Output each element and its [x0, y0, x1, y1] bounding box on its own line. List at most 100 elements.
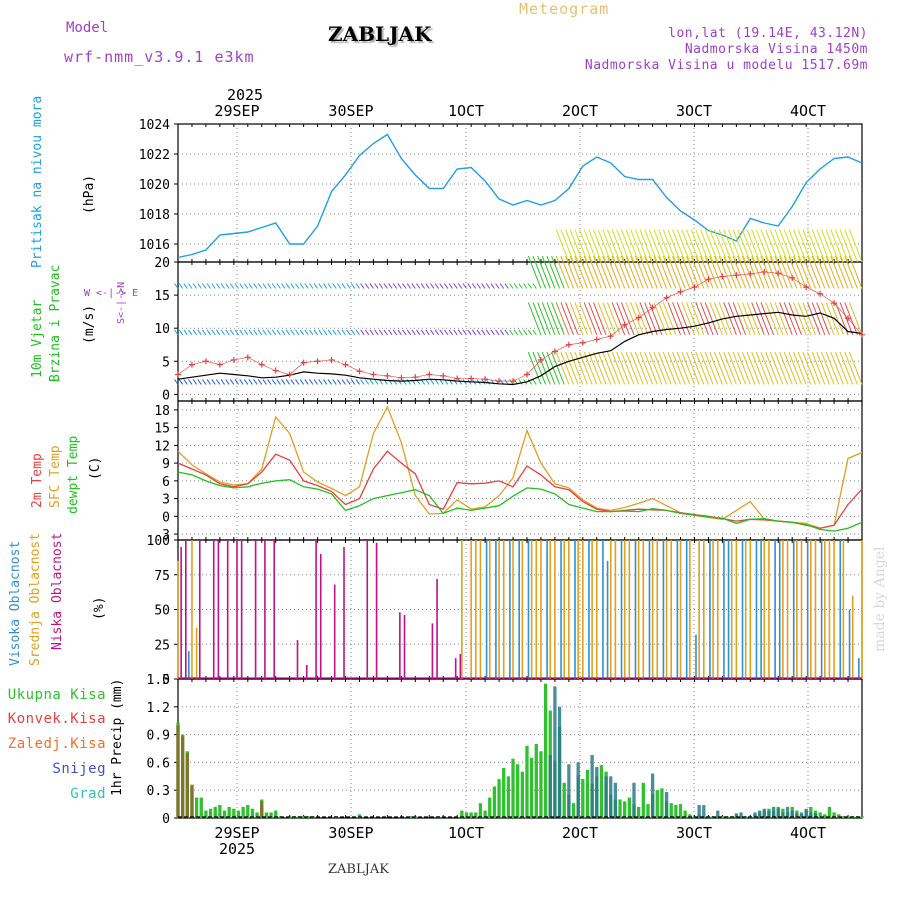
- snow-bar: [697, 805, 701, 818]
- wind-barb: [774, 302, 789, 335]
- wind-barb: [369, 283, 374, 289]
- wind-barb: [839, 351, 854, 385]
- wind-barb: [346, 329, 351, 336]
- snow-bar: [809, 812, 813, 818]
- wind-barb: [788, 255, 802, 289]
- wind-barb: [174, 329, 179, 336]
- wind-gust-marker: [859, 331, 865, 338]
- wind-barb: [327, 283, 332, 289]
- wind-barb: [741, 351, 756, 385]
- wind-barb: [588, 255, 602, 289]
- wind-barb: [602, 302, 616, 335]
- wind-barb: [662, 255, 677, 289]
- wind-barb: [555, 351, 570, 385]
- wind-barb: [630, 351, 644, 385]
- wind-barb: [420, 329, 426, 336]
- wind-barb: [667, 229, 681, 263]
- y-tick-label: 0: [162, 673, 170, 688]
- precip-bar: [618, 799, 622, 818]
- wind-barb: [634, 255, 649, 289]
- wind-barb: [732, 229, 747, 263]
- legend-convective-rain: Konvek.Kisa: [7, 711, 106, 727]
- wind-barb: [453, 329, 458, 336]
- wind-barb: [616, 229, 630, 263]
- wind-barb: [574, 255, 588, 289]
- wind-barb: [355, 329, 360, 336]
- wind-barb: [588, 351, 602, 385]
- wind-barb: [504, 379, 509, 385]
- wind-barb: [751, 255, 765, 289]
- wind-barb: [332, 329, 337, 336]
- precip-bar: [678, 804, 683, 818]
- wind-barb: [704, 255, 719, 289]
- wind-barb: [653, 229, 668, 263]
- wind-barb: [262, 379, 267, 385]
- wind-barb: [686, 229, 700, 263]
- wind-barb: [509, 283, 514, 289]
- wind-barb: [760, 302, 775, 335]
- wind-barb: [821, 229, 835, 263]
- precip-bar: [194, 797, 199, 818]
- wind-barb: [411, 283, 416, 289]
- wind-barb: [681, 229, 695, 263]
- precip-bar: [823, 814, 827, 818]
- wind-barb: [471, 329, 477, 336]
- wind-barb: [644, 229, 658, 263]
- precip-bar: [562, 782, 566, 818]
- wind-barb: [546, 255, 561, 289]
- wind-barb: [541, 302, 556, 335]
- wind-barb: [741, 302, 756, 335]
- wind-barb: [620, 255, 635, 289]
- x-tick-label-bottom: 30SEP: [328, 824, 373, 842]
- x-tick-label-bottom: 1OCT: [448, 824, 484, 842]
- wind-barb: [811, 255, 826, 289]
- wind-barb: [229, 283, 235, 289]
- wind-barb: [834, 351, 849, 385]
- y-tick-label: 1016: [139, 238, 170, 253]
- wind-barb: [672, 229, 686, 263]
- precip-bar: [236, 810, 241, 818]
- wind-barb: [565, 351, 579, 385]
- y-tick-label: 0.6: [147, 756, 170, 771]
- wind-barb: [825, 255, 840, 289]
- wind-barb: [830, 229, 844, 263]
- wind-barb: [215, 283, 221, 289]
- wind-barb: [620, 302, 635, 335]
- wind-barb: [285, 283, 291, 289]
- wind-barb: [537, 302, 551, 335]
- wind-barb: [569, 302, 584, 335]
- y-tick-label: -3: [154, 528, 170, 543]
- wind-barb: [341, 379, 346, 385]
- wind-barb: [732, 351, 747, 385]
- wind-barb: [276, 283, 281, 289]
- convective-bar: [190, 785, 194, 818]
- wind-barb: [644, 351, 658, 385]
- wind-barb: [271, 379, 277, 385]
- wind-barb: [579, 229, 593, 263]
- convective-bar: [176, 725, 180, 818]
- wind-barb: [318, 329, 323, 336]
- precip-bar: [208, 808, 213, 818]
- precip-bar: [539, 751, 543, 818]
- wind-barb: [834, 229, 849, 263]
- wind-barb: [285, 379, 291, 385]
- wind-barb: [332, 379, 337, 385]
- snow-bar: [762, 808, 766, 818]
- wind-barb: [727, 229, 742, 263]
- panel-frame: [177, 539, 863, 680]
- year-label-bottom: 2025: [219, 840, 255, 858]
- y-tick-label: 1.5: [147, 673, 170, 688]
- wind-barb: [476, 283, 481, 289]
- y-tick-label: 100: [147, 534, 170, 549]
- wind-barb: [644, 255, 658, 289]
- wind-barb: [765, 302, 779, 335]
- wind-barb: [779, 351, 793, 385]
- precip-bar: [516, 764, 520, 818]
- wind-barb: [723, 351, 737, 385]
- wind-barb: [467, 329, 472, 336]
- wind-barb: [211, 379, 216, 385]
- wind-barb: [225, 329, 230, 336]
- wind-barb: [481, 283, 486, 289]
- snow-bar: [795, 813, 799, 818]
- wind-barb: [681, 351, 695, 385]
